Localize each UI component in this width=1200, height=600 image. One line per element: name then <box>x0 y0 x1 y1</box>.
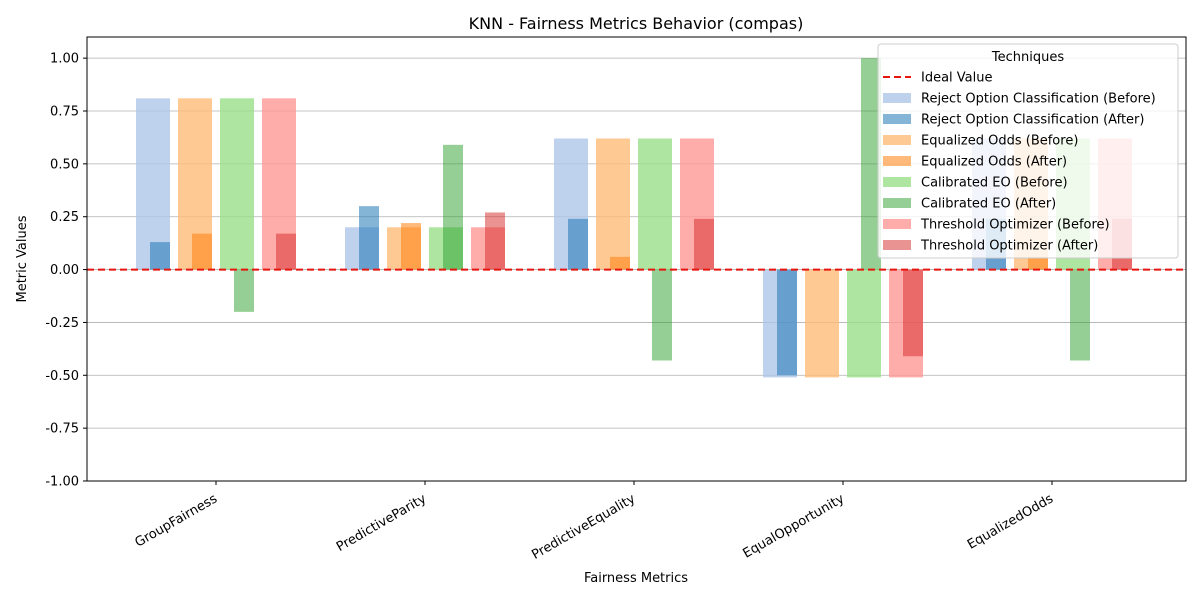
bar-threshold-optimizer-after-groupfairness <box>276 233 296 270</box>
bar-threshold-optimizer-after-predictiveparity <box>485 212 505 270</box>
legend-label: Equalized Odds (After) <box>921 155 1067 170</box>
legend-label: Reject Option Classification (After) <box>921 113 1144 128</box>
legend-swatch <box>883 240 911 250</box>
legend-swatch <box>883 135 911 145</box>
legend-swatch <box>883 114 911 124</box>
legend-label: Threshold Optimizer (Before) <box>920 218 1110 233</box>
x-tick-label: EqualizedOdds <box>965 491 1056 552</box>
legend-label: Equalized Odds (Before) <box>921 134 1078 149</box>
legend-label: Calibrated EO (After) <box>921 197 1056 212</box>
x-axis: GroupFairness PredictiveParity PredictiveE… <box>133 481 1056 563</box>
y-tick-label: 1.00 <box>50 52 79 67</box>
bar-reject-option-classification-after-equalopportunity <box>777 269 797 376</box>
y-tick-label: -0.25 <box>45 316 79 331</box>
bar-calibrated-eo-after-equalopportunity <box>861 58 881 270</box>
bar-equalized-odds-after-equalizedodds <box>1028 256 1048 270</box>
x-tick-label: PredictiveParity <box>334 491 429 555</box>
legend-title: Techniques <box>991 50 1064 65</box>
bar-threshold-optimizer-after-equalopportunity <box>903 269 923 357</box>
bar-equalized-odds-before-equalopportunity <box>805 269 839 378</box>
legend-label: Threshold Optimizer (After) <box>920 239 1098 254</box>
chart-title: KNN - Fairness Metrics Behavior (compas) <box>469 14 804 33</box>
bar-calibrated-eo-after-predictiveparity <box>443 144 463 270</box>
x-tick-label: GroupFairness <box>133 491 221 550</box>
legend-label: Reject Option Classification (Before) <box>921 92 1156 107</box>
bar-equalized-odds-after-predictiveparity <box>401 223 421 270</box>
y-tick-label: 0.75 <box>50 105 79 120</box>
y-tick-label: 0.25 <box>50 210 79 225</box>
bar-equalized-odds-before-predictiveequality <box>596 138 630 270</box>
x-axis-title: Fairness Metrics <box>584 571 688 586</box>
legend-label: Calibrated EO (Before) <box>921 176 1068 191</box>
plot-frame <box>86 36 1187 482</box>
legend: Techniques Ideal Value Reject Option Class… <box>877 43 1179 259</box>
bar-equalized-odds-after-predictiveequality <box>610 256 630 270</box>
legend-label-ideal: Ideal Value <box>921 71 993 86</box>
bar-calibrated-eo-before-groupfairness <box>220 98 254 270</box>
bar-calibrated-eo-after-groupfairness <box>234 269 254 312</box>
x-tick-label: PredictiveEquality <box>529 491 638 563</box>
legend-box <box>877 43 1179 259</box>
y-tick-label: 0.50 <box>50 157 79 172</box>
legend-swatch <box>883 177 911 187</box>
bar-calibrated-eo-after-equalizedodds <box>1070 269 1090 361</box>
bar-calibrated-eo-before-predictiveequality <box>638 138 672 270</box>
bar-equalized-odds-after-groupfairness <box>192 233 212 270</box>
y-tick-label: 0.00 <box>50 263 79 278</box>
x-tick-label: EqualOpportunity <box>741 491 848 561</box>
legend-swatch <box>883 156 911 166</box>
legend-swatch <box>883 219 911 229</box>
bar-threshold-optimizer-after-predictiveequality <box>694 218 714 270</box>
bar-reject-option-classification-before-groupfairness <box>136 98 170 270</box>
bar-reject-option-classification-after-predictiveparity <box>359 206 379 270</box>
bar-calibrated-eo-before-equalopportunity <box>847 269 881 378</box>
y-tick-label: -0.75 <box>45 422 79 437</box>
legend-swatch <box>883 198 911 208</box>
bar-reject-option-classification-after-groupfairness <box>150 242 170 270</box>
y-axis-title: Metric Values <box>15 215 30 302</box>
legend-swatch <box>883 93 911 103</box>
bar-reject-option-classification-after-predictiveequality <box>568 218 588 270</box>
y-tick-label: -0.50 <box>45 369 79 384</box>
y-axis: -1.00 -0.75 -0.50 -0.25 0.00 0.25 0.50 0.75 1.00 <box>45 52 87 490</box>
bar-calibrated-eo-after-predictiveequality <box>652 269 672 361</box>
y-tick-label: -1.00 <box>45 475 79 490</box>
